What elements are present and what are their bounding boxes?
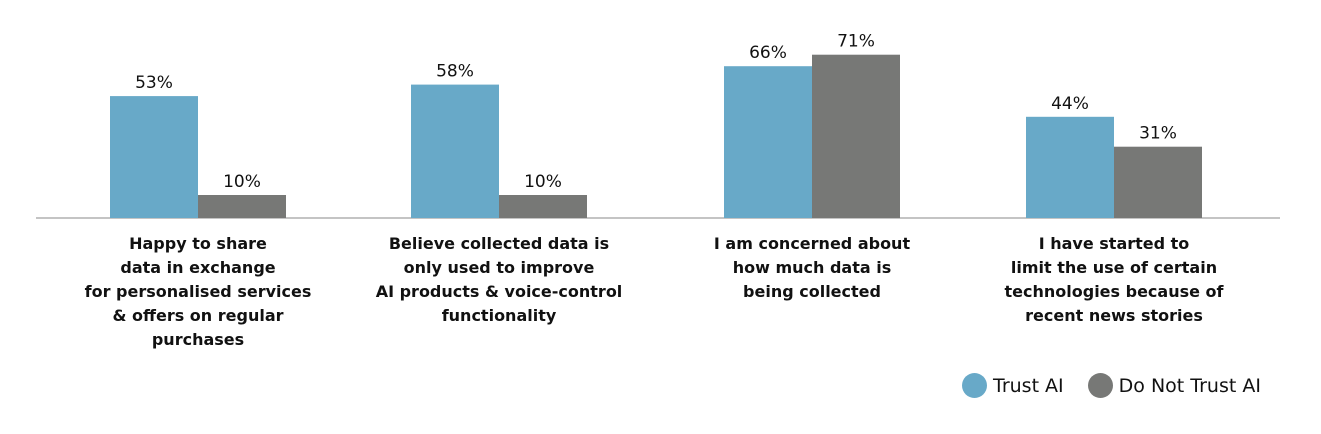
data-label: 71% xyxy=(837,32,875,52)
bar-trust-2 xyxy=(724,66,812,218)
data-label: 58% xyxy=(436,62,474,82)
category-label: Believe collected data is only used to im… xyxy=(349,232,649,328)
category-label-line: how much data is xyxy=(732,258,892,277)
legend-item-not-trust: Do Not Trust AI xyxy=(1087,373,1261,398)
data-label: 31% xyxy=(1139,124,1177,144)
category-label-line: functionality xyxy=(441,306,557,325)
data-label: 53% xyxy=(135,73,173,93)
legend-label-not-trust: Do Not Trust AI xyxy=(1118,374,1261,397)
data-label: 44% xyxy=(1051,94,1089,114)
data-label: 10% xyxy=(223,172,261,192)
bar-not-trust-0 xyxy=(198,195,286,218)
legend-label-trust: Trust AI xyxy=(993,374,1064,397)
category-label-line: Happy to share xyxy=(129,234,267,253)
bar-not-trust-3 xyxy=(1114,146,1202,218)
category-label-line: purchases xyxy=(151,330,245,349)
category-label: I am concerned about how much data is bein… xyxy=(662,232,962,304)
bar-trust-3 xyxy=(1026,116,1114,218)
bar-trust-1 xyxy=(411,84,499,218)
data-label: 10% xyxy=(524,172,562,192)
legend: Trust AI Do Not Trust AI xyxy=(962,373,1285,398)
data-label: 66% xyxy=(749,43,787,63)
category-label-line: data in exchange xyxy=(120,258,276,277)
category-label-line: technologies because of xyxy=(1004,282,1224,301)
category-label-line: being collected xyxy=(743,282,881,301)
legend-swatch-not-trust xyxy=(1087,373,1113,398)
bar-not-trust-2 xyxy=(812,54,900,219)
legend-item-trust: Trust AI xyxy=(962,373,1064,398)
category-label: Happy to share data in exchange for person… xyxy=(48,232,348,352)
category-label: I have started to limit the use of certai… xyxy=(964,232,1264,328)
category-label-line: I have started to xyxy=(1038,234,1190,253)
category-label-line: recent news stories xyxy=(1025,306,1203,325)
bar-not-trust-1 xyxy=(499,195,587,218)
category-label-line: Believe collected data is xyxy=(388,234,610,253)
category-label-line: limit the use of certain xyxy=(1010,258,1218,277)
bar-trust-0 xyxy=(110,96,198,218)
category-label-line: only used to improve xyxy=(403,258,595,277)
category-label-line: I am concerned about xyxy=(713,234,911,253)
category-label-line: for personalised services xyxy=(84,282,312,301)
legend-swatch-trust xyxy=(962,373,987,398)
category-label-line: & offers on regular xyxy=(112,306,284,325)
category-label-line: AI products & voice-control xyxy=(375,282,623,301)
